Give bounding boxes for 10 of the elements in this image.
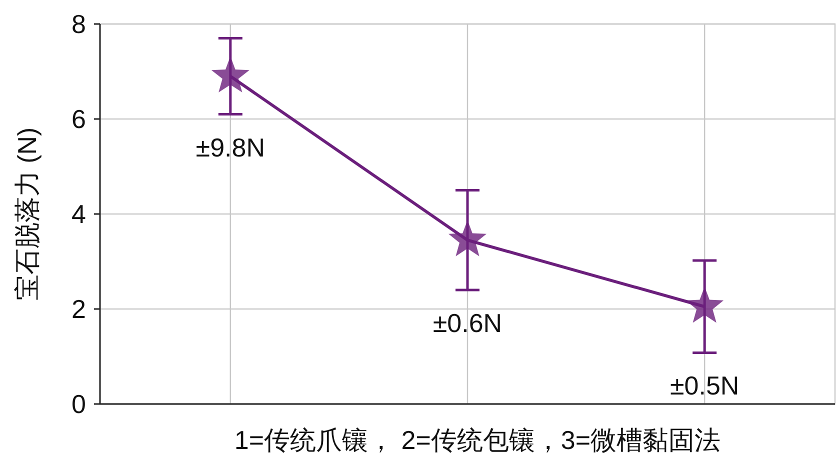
annotation: ±9.8N — [196, 132, 266, 162]
y-tick-label: 6 — [72, 104, 86, 134]
x-axis-title: 1=传统爪镶， 2=传统包镶，3=微槽黏固法 — [234, 425, 721, 455]
annotation: ±0.6N — [432, 308, 502, 338]
y-axis-title: 宝石脱落力 (N) — [12, 127, 42, 301]
y-tick-label: 8 — [72, 9, 86, 39]
y-tick-label: 0 — [72, 389, 86, 419]
y-tick-label: 4 — [72, 199, 86, 229]
y-tick-label: 2 — [72, 294, 86, 324]
annotation: ±0.5N — [670, 370, 740, 401]
